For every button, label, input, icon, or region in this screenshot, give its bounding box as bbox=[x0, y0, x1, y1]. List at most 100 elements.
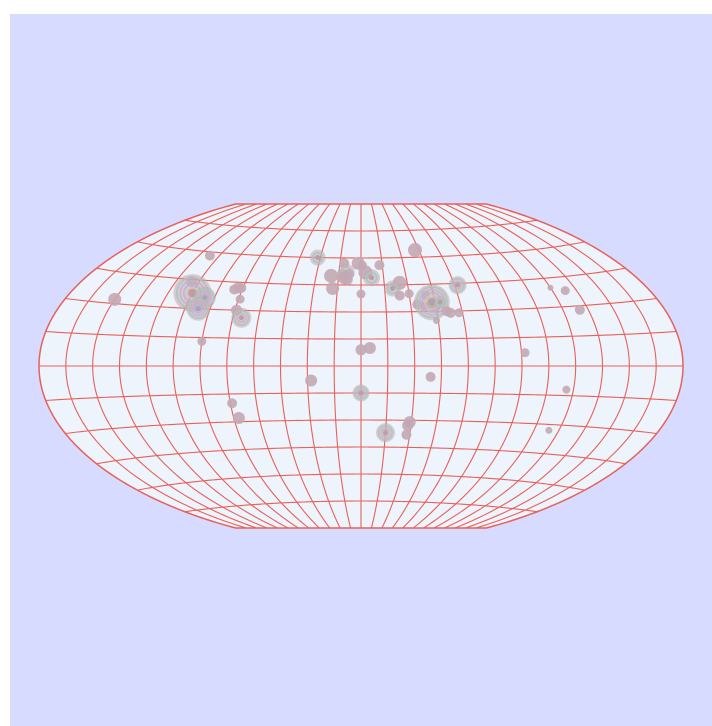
marker-circle bbox=[355, 344, 367, 356]
parallel-line bbox=[137, 473, 585, 491]
marker-core bbox=[195, 306, 201, 312]
marker-core bbox=[437, 299, 443, 305]
marker-circle bbox=[363, 342, 376, 354]
marker-ring bbox=[356, 388, 366, 398]
marker-circle bbox=[574, 304, 585, 315]
data-marker[interactable] bbox=[520, 348, 530, 358]
marker-circle bbox=[454, 308, 464, 318]
marker-circle bbox=[236, 282, 247, 293]
data-marker[interactable] bbox=[433, 316, 441, 324]
data-marker[interactable] bbox=[547, 284, 554, 291]
data-marker[interactable] bbox=[186, 296, 211, 321]
data-marker[interactable] bbox=[235, 294, 245, 304]
marker-ring bbox=[365, 271, 378, 284]
data-marker[interactable] bbox=[232, 412, 245, 425]
data-marker[interactable] bbox=[574, 304, 585, 315]
marker-circle bbox=[402, 420, 414, 432]
marker-ring bbox=[188, 298, 209, 320]
marker-circle bbox=[433, 316, 441, 324]
marker-circle bbox=[204, 250, 215, 261]
marker-circle bbox=[425, 371, 436, 382]
data-marker[interactable] bbox=[324, 268, 339, 283]
data-marker[interactable] bbox=[425, 371, 436, 382]
marker-core bbox=[382, 430, 388, 436]
data-marker[interactable] bbox=[204, 250, 215, 261]
data-marker[interactable] bbox=[363, 269, 381, 287]
parallel-line bbox=[65, 419, 657, 435]
data-marker[interactable] bbox=[434, 296, 447, 309]
marker-ring bbox=[386, 282, 399, 295]
parallel-line bbox=[184, 219, 538, 232]
parallel-line bbox=[65, 297, 657, 313]
marker-ring bbox=[415, 286, 448, 319]
marker-circle bbox=[305, 374, 318, 387]
marker-circle bbox=[227, 398, 238, 409]
data-marker[interactable] bbox=[562, 385, 571, 394]
marker-circle bbox=[235, 294, 245, 304]
marker-ring bbox=[450, 277, 465, 293]
data-marker[interactable] bbox=[236, 282, 247, 293]
marker-circle bbox=[445, 307, 456, 318]
marker-ring bbox=[452, 280, 463, 290]
marker-circle bbox=[545, 426, 553, 434]
data-marker[interactable] bbox=[402, 420, 414, 432]
marker-core bbox=[455, 282, 461, 288]
data-marker[interactable] bbox=[445, 307, 456, 318]
parallel-line bbox=[96, 267, 626, 286]
data-marker[interactable] bbox=[231, 307, 252, 328]
marker-circle bbox=[356, 289, 366, 299]
data-marker[interactable] bbox=[357, 260, 367, 270]
data-marker[interactable] bbox=[375, 423, 395, 443]
data-marker[interactable] bbox=[363, 342, 376, 354]
data-marker[interactable] bbox=[401, 429, 412, 440]
parallel-line bbox=[45, 330, 677, 340]
marker-ring bbox=[233, 309, 250, 326]
marker-circle bbox=[337, 271, 351, 285]
marker-circle bbox=[560, 286, 570, 296]
marker-circle bbox=[108, 292, 122, 306]
data-marker[interactable] bbox=[448, 276, 467, 295]
marker-circle bbox=[401, 429, 412, 440]
data-marker[interactable] bbox=[560, 286, 570, 296]
marker-circle bbox=[404, 289, 414, 299]
data-marker[interactable] bbox=[355, 344, 367, 356]
parallel-line bbox=[184, 500, 538, 513]
map-canvas bbox=[10, 14, 712, 726]
data-marker[interactable] bbox=[374, 260, 385, 271]
data-marker[interactable] bbox=[404, 289, 414, 299]
data-marker[interactable] bbox=[227, 398, 238, 409]
data-marker[interactable] bbox=[108, 292, 122, 306]
data-marker[interactable] bbox=[545, 426, 553, 434]
marker-circle bbox=[357, 260, 367, 270]
data-marker[interactable] bbox=[337, 271, 351, 285]
data-marker[interactable] bbox=[309, 249, 326, 266]
data-marker[interactable] bbox=[305, 374, 318, 387]
marker-ring bbox=[380, 427, 391, 438]
marker-ring bbox=[236, 312, 247, 323]
marker-ring bbox=[435, 297, 445, 307]
marker-circle bbox=[547, 284, 554, 291]
data-marker[interactable] bbox=[408, 243, 423, 258]
data-marker[interactable] bbox=[454, 308, 464, 318]
data-marker[interactable] bbox=[197, 336, 207, 346]
marker-core bbox=[390, 285, 395, 291]
graticule bbox=[39, 203, 683, 529]
marker-ring bbox=[311, 251, 324, 264]
marker-core bbox=[369, 275, 375, 281]
data-marker[interactable] bbox=[352, 384, 370, 402]
marker-circle bbox=[197, 336, 207, 346]
marker-layer[interactable] bbox=[108, 243, 585, 443]
marker-core bbox=[358, 390, 364, 396]
parallel-line bbox=[96, 446, 626, 465]
data-marker[interactable] bbox=[356, 289, 366, 299]
world-map[interactable] bbox=[10, 14, 712, 726]
marker-circle bbox=[520, 348, 530, 358]
marker-ring bbox=[193, 303, 204, 314]
marker-ring bbox=[354, 386, 368, 400]
marker-core bbox=[238, 315, 244, 321]
data-marker[interactable] bbox=[384, 280, 401, 297]
marker-core bbox=[315, 255, 321, 261]
map-outline bbox=[38, 203, 684, 529]
marker-circle bbox=[326, 281, 340, 295]
data-marker[interactable] bbox=[326, 281, 340, 295]
